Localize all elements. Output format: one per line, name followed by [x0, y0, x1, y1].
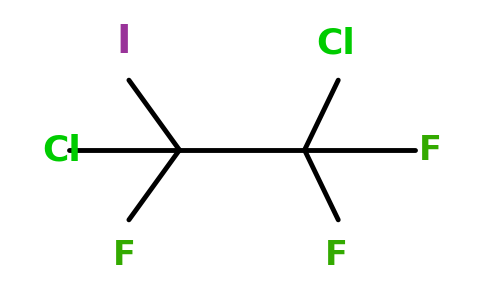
Text: F: F [113, 239, 136, 272]
Text: Cl: Cl [317, 27, 355, 61]
Text: F: F [419, 134, 442, 166]
Text: F: F [324, 239, 348, 272]
Text: I: I [117, 23, 131, 61]
Text: Cl: Cl [42, 133, 81, 167]
